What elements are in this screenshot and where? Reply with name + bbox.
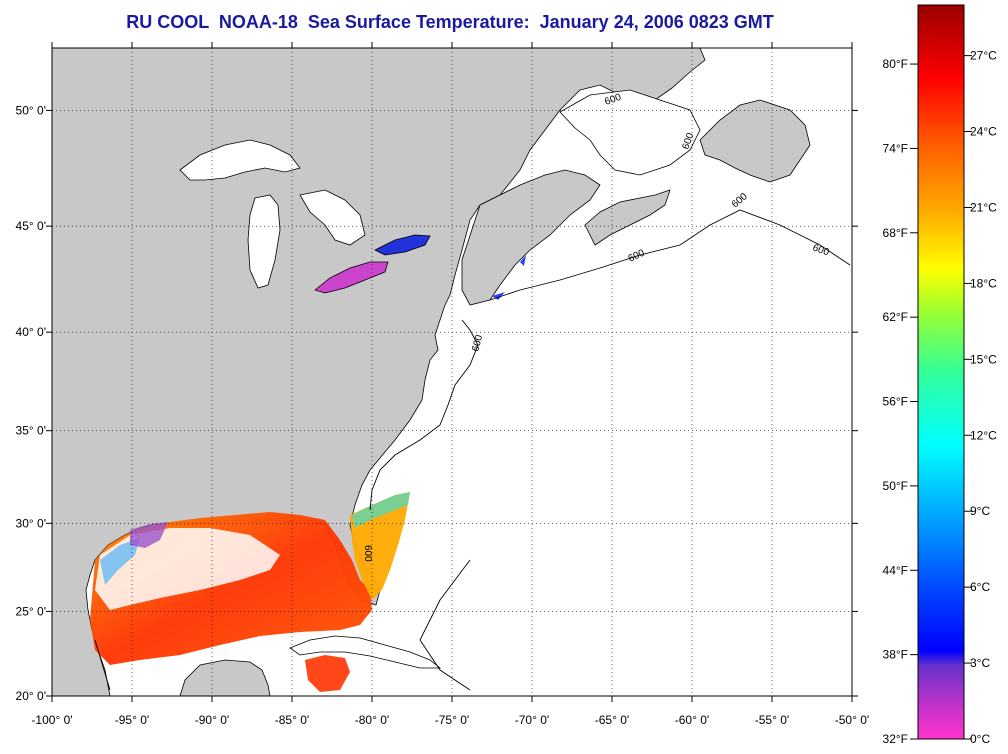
sst-swath-blue-edge — [100, 538, 140, 585]
colorbar-c-label: 6°C — [970, 580, 990, 594]
colorbar-c-label: 27°C — [970, 49, 997, 63]
lat-label: 25° 0' — [16, 604, 46, 618]
land-newfoundland — [699, 99, 811, 183]
lat-label: 45° 0' — [16, 219, 46, 233]
colorbar-f-label: 80°F — [883, 57, 908, 71]
colorbar-fahrenheit-labels: 80°F 74°F 68°F 62°F 56°F 50°F 44°F 38°F 32°F — [883, 57, 918, 746]
lake-ontario — [374, 234, 431, 256]
lake-superior — [179, 139, 301, 181]
lon-label: -95° 0' — [115, 713, 149, 727]
map-frame — [51, 47, 853, 697]
lon-label: -85° 0' — [275, 713, 309, 727]
sst-swath-caribbean — [305, 655, 350, 692]
contour-isobath — [369, 319, 479, 511]
latitude-axis-labels: 20° 0' 25° 0' 30° 0' 35° 0' 40° 0' 45° 0' 50° … — [16, 103, 46, 703]
lake-michigan — [247, 194, 281, 289]
gulf-st-lawrence — [559, 89, 701, 176]
lon-label: -50° 0' — [835, 713, 869, 727]
map-title: RU COOL NOAA-18 Sea Surface Temperature:… — [126, 12, 774, 32]
lat-label: 30° 0' — [16, 516, 46, 530]
land-cuba — [289, 635, 442, 669]
colorbar-c-label: 24°C — [970, 125, 997, 139]
lat-lon-grid — [46, 42, 858, 702]
lon-label: -80° 0' — [355, 713, 389, 727]
contour-isobath-4 — [94, 639, 111, 691]
lon-label: -60° 0' — [675, 713, 709, 727]
colorbar-c-label: 12°C — [970, 428, 997, 442]
lat-label: 20° 0' — [16, 689, 46, 703]
contour-isobath-2 — [489, 209, 851, 301]
colorbar-c-label: 9°C — [970, 504, 990, 518]
contour-isobath-3 — [419, 559, 471, 691]
lon-label: -100° 0' — [31, 713, 72, 727]
contour-label: 600 — [362, 545, 373, 562]
contour-label: 600 — [470, 333, 485, 352]
colorbar-f-label: 32°F — [883, 732, 908, 746]
lat-label: 50° 0' — [16, 103, 46, 117]
colorbar-f-label: 68°F — [883, 226, 908, 240]
colorbar-f-label: 74°F — [883, 141, 908, 155]
lake-erie — [314, 261, 389, 294]
colorbar-c-label: 21°C — [970, 200, 997, 214]
colorbar-f-label: 62°F — [883, 310, 908, 324]
colorbar — [917, 4, 965, 740]
lon-label: -75° 0' — [435, 713, 469, 727]
colorbar-f-label: 44°F — [883, 563, 908, 577]
longitude-axis-labels: -100° 0' -95° 0' -90° 0' -85° 0' -80° 0' -75°… — [31, 713, 869, 727]
colorbar-f-label: 50°F — [883, 479, 908, 493]
colorbar-celsius-labels: 27°C 24°C 21°C 18°C 15°C 12°C 9°C 6°C 3°C 0°C — [964, 49, 997, 746]
land-maine-coast — [461, 169, 601, 306]
colorbar-c-label: 3°C — [970, 656, 990, 670]
lat-label: 40° 0' — [16, 325, 46, 339]
colorbar-c-label: 18°C — [970, 276, 997, 290]
sst-coastal-strip-2 — [520, 255, 526, 266]
colorbar-c-label: 15°C — [970, 352, 997, 366]
lon-label: -65° 0' — [595, 713, 629, 727]
lat-label: 35° 0' — [16, 424, 46, 438]
land-nova-scotia — [584, 189, 671, 246]
lake-huron — [299, 189, 366, 246]
colorbar-f-label: 38°F — [883, 648, 908, 662]
colorbar-f-label: 56°F — [883, 395, 908, 409]
lon-label: -70° 0' — [515, 713, 549, 727]
lon-label: -55° 0' — [755, 713, 789, 727]
lon-label: -90° 0' — [195, 713, 229, 727]
sst-swath-cold-shelf — [95, 528, 280, 610]
sst-swath-purple-edge — [130, 522, 168, 548]
sst-swath-florida-cyan — [352, 492, 410, 528]
land-yucatan — [179, 659, 271, 696]
colorbar-c-label: 0°C — [970, 732, 990, 746]
